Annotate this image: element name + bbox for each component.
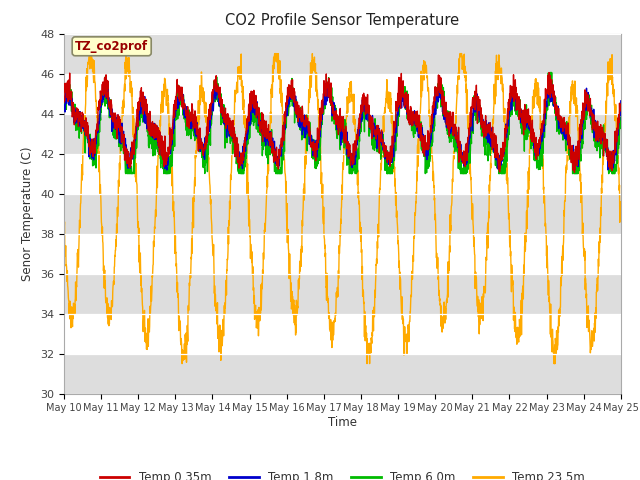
Title: CO2 Profile Sensor Temperature: CO2 Profile Sensor Temperature — [225, 13, 460, 28]
Bar — [64, 313, 621, 354]
Bar — [64, 73, 621, 114]
Legend: Temp 0.35m, Temp 1.8m, Temp 6.0m, Temp 23.5m: Temp 0.35m, Temp 1.8m, Temp 6.0m, Temp 2… — [95, 466, 589, 480]
Bar — [64, 154, 621, 193]
Y-axis label: Senor Temperature (C): Senor Temperature (C) — [22, 146, 35, 281]
X-axis label: Time: Time — [328, 416, 357, 429]
Bar — [64, 234, 621, 274]
Text: TZ_co2prof: TZ_co2prof — [75, 40, 148, 53]
